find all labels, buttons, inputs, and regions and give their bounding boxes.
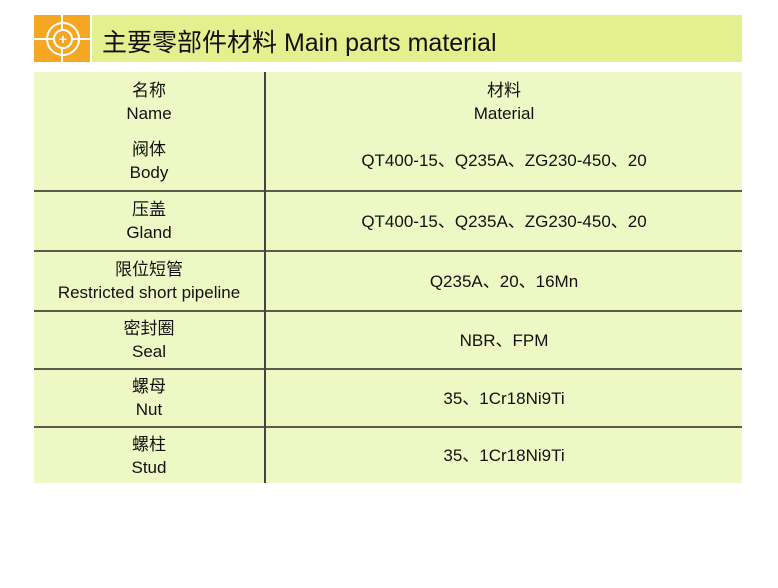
- part-name-en: Nut: [135, 400, 163, 419]
- part-name-en: Seal: [131, 342, 167, 361]
- part-name-cn: 螺母: [132, 377, 166, 396]
- part-material: QT400-15、Q235A、ZG230-450、20: [361, 151, 647, 170]
- table-row: 螺母 Nut 35、1Cr18Ni9Ti: [34, 368, 742, 427]
- part-name-cn: 阀体: [132, 139, 166, 159]
- materials-table: 名称 Name 材料 Material 阀体 Body QT400-15、Q235A、Z…: [34, 72, 742, 483]
- header-material-cn: 材料: [487, 80, 521, 100]
- table-row: 压盖 Gland QT400-15、Q235A、ZG230-450、20: [34, 190, 742, 251]
- part-name-cn: 螺柱: [132, 434, 166, 454]
- header-name: 名称 Name: [34, 72, 266, 131]
- circle-cross-icon: +: [53, 29, 73, 49]
- page-title: 主要零部件材料 Main parts material: [102, 29, 497, 57]
- table-row: 密封圈 Seal NBR、FPM: [34, 310, 742, 369]
- part-name: 螺柱 Stud: [34, 426, 266, 483]
- part-material: QT400-15、Q235A、ZG230-450、20: [265, 190, 742, 251]
- logo: +: [34, 15, 90, 62]
- table-row: 螺柱 Stud 35、1Cr18Ni9Ti: [34, 426, 742, 483]
- part-name: 密封圈 Seal: [34, 310, 266, 369]
- part-name: 螺母 Nut: [34, 368, 266, 427]
- part-name-cn: 限位短管: [115, 260, 183, 279]
- header-material-en: Material: [473, 103, 535, 123]
- header-material: 材料 Material: [265, 72, 742, 131]
- table-header-row: 名称 Name 材料 Material: [34, 72, 742, 131]
- part-name: 限位短管 Restricted short pipeline: [34, 250, 266, 311]
- header-name-en: Name: [126, 103, 172, 123]
- header-name-cn: 名称: [132, 80, 166, 100]
- table-row: 限位短管 Restricted short pipeline Q235A、20、16…: [34, 250, 742, 311]
- part-name: 压盖 Gland: [34, 190, 266, 251]
- part-name-cn: 压盖: [132, 200, 166, 219]
- part-name-en: Gland: [126, 223, 172, 242]
- table-row: 阀体 Body QT400-15、Q235A、ZG230-450、20: [34, 131, 742, 191]
- part-name-en: Body: [129, 162, 169, 182]
- part-name-en: Stud: [131, 457, 167, 477]
- logo-ring: [46, 22, 80, 56]
- part-material: 35、1Cr18Ni9Ti: [265, 368, 742, 427]
- part-name: 阀体 Body: [34, 131, 266, 191]
- part-name-en: Restricted short pipeline: [57, 283, 241, 302]
- part-material: NBR、FPM: [265, 310, 742, 369]
- header-bar: 主要零部件材料 Main parts material: [92, 15, 742, 62]
- part-name-cn: 密封圈: [123, 319, 175, 338]
- part-material: 35、1Cr18Ni9Ti: [265, 426, 742, 483]
- part-material: Q235A、20、16Mn: [265, 250, 742, 311]
